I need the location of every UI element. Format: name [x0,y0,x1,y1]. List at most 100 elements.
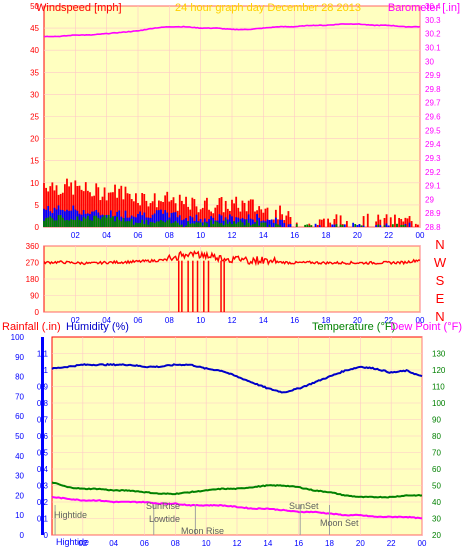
baro-tick-label-13: 30.1 [425,43,441,52]
direction-xtick-label-9: 20 [353,316,362,325]
bot-xtick-label-2: 06 [140,539,149,548]
wind-xtick-label-6: 14 [259,231,268,240]
wind-xtick-label-5: 12 [228,231,237,240]
humidity-tick-label-0: 0 [20,531,25,540]
wind-xtick-label-11: 00 [416,231,425,240]
wind-baro-axes: 0 5 10 15 20 25 30 35 40 45 50 02 04 06 08 10 12 14 16 18 20… [30,2,441,240]
direction-xtick-label-3: 08 [165,316,174,325]
compass-label-e: E [436,291,445,306]
direction-xtick-label-7: 16 [290,316,299,325]
humidity-tick-label-8: 80 [15,373,24,382]
rainfall-tick-label-1: 0.1 [37,515,49,524]
direction-xtick-label-11: 00 [416,316,425,325]
baro-tick-label-10: 29.8 [425,85,441,94]
rainfall-tick-label-5: 0.5 [37,449,49,458]
temperature-axis-title: Temperature (°F) [312,321,395,333]
bot-xtick-label-5: 12 [233,539,242,548]
direction-axes: 0 90 180 270 360 02 04 06 08 10 12 14 16 18 20 22 00 [26,242,425,325]
wind-xtick-label-3: 08 [165,231,174,240]
temperature-tick-label-3: 50 [432,482,441,491]
temperature-tick-label-2: 40 [432,498,441,507]
rainfall-tick-label-4: 0.4 [37,465,49,474]
baro-tick-label-14: 30.2 [425,30,441,39]
direction-tick-label-0: 0 [35,308,40,317]
rainfall-tick-label-6: 0.6 [37,432,49,441]
wind-baro-series [43,22,421,227]
baro-tick-label-4: 29.2 [425,168,441,177]
barometer-line [43,22,421,38]
compass-label-w: W [434,255,447,270]
baro-tick-label-7: 29.5 [425,126,441,135]
wind-xtick-label-1: 04 [102,231,111,240]
direction-xtick-label-8: 18 [322,316,331,325]
temperature-tick-label-6: 80 [432,432,441,441]
humidity-line [51,362,423,394]
annotation-hightide-axis: Hightide [56,537,89,547]
humidity-tick-label-1: 10 [15,511,24,520]
wind-tick-label-10: 50 [30,2,39,11]
rainfall-tick-label-11: 1.1 [37,350,49,359]
temperature-tick-label-5: 70 [432,449,441,458]
temperature-tick-label-11: 130 [432,350,446,359]
barometer-axis-title: Barometer [.in] [388,2,460,14]
annotation-moonset: Moon Set [320,518,359,528]
wind-tick-label-5: 25 [30,113,39,122]
baro-tick-label-5: 29.3 [425,154,441,163]
direction-xtick-label-0: 02 [71,316,80,325]
wind-xtick-label-2: 06 [134,231,143,240]
annotation-moonrise: Moon Rise [181,526,224,536]
wind-xtick-label-10: 22 [384,231,393,240]
rainfall-tick-label-8: 0.8 [37,399,49,408]
humidity-tick-label-7: 70 [15,392,24,401]
baro-tick-label-16: 30.4 [425,2,441,11]
humidity-tick-label-4: 40 [15,452,24,461]
baro-tick-label-9: 29.7 [425,99,441,108]
bot-xtick-label-1: 04 [109,539,118,548]
annotation-lowtide: Lowtide [149,514,180,524]
wind-tick-label-8: 40 [30,46,39,55]
temperature-tick-label-10: 120 [432,366,446,375]
rainfall-tick-label-10: 1 [44,366,49,375]
rainfall-axis-title: Rainfall (.in) [2,321,61,333]
annotation-sunrise: SunRise [146,501,180,511]
temperature-tick-label-1: 30 [432,515,441,524]
wind-baro-grid [44,5,421,228]
annotation-hightide: Hightide [54,510,87,520]
baro-tick-label-6: 29.4 [425,140,441,149]
direction-tick-label-3: 270 [26,259,40,268]
wind-tick-label-2: 10 [30,179,39,188]
bot-xtick-label-8: 18 [325,539,334,548]
temperature-line [51,481,423,499]
bot-xtick-label-11: 00 [418,539,427,548]
temperature-tick-label-4: 60 [432,465,441,474]
temp-humidity-axes: 0 0.1 0.2 0.3 0.4 0.5 0.6 0.7 0.8 0.9 1 1.1 0 10 20 30 4… [11,333,446,548]
baro-tick-label-0: 28.8 [425,223,441,232]
wind-tick-label-6: 30 [30,90,39,99]
rainfall-axis-bar [41,337,44,535]
bot-xtick-label-7: 16 [294,539,303,548]
direction-xtick-label-2: 06 [134,316,143,325]
rainfall-tick-label-0: 0 [44,531,49,540]
rainfall-tick-label-2: 0.2 [37,498,49,507]
compass-label-n-bottom: N [435,309,444,324]
bot-xtick-label-9: 20 [356,539,365,548]
humidity-tick-label-5: 50 [15,432,24,441]
direction-xtick-label-10: 22 [384,316,393,325]
rainfall-tick-label-7: 0.7 [37,416,49,425]
wind-tick-label-4: 20 [30,135,39,144]
baro-tick-label-2: 29 [425,195,434,204]
wind-tick-label-3: 15 [30,157,39,166]
direction-tick-label-2: 180 [26,275,40,284]
baro-tick-label-12: 30 [425,57,434,66]
dewpoint-axis-title: Dew Point (°F) [390,321,462,333]
rainfall-tick-label-3: 0.3 [37,482,49,491]
humidity-axis-title: Humidity (%) [66,321,129,333]
compass-label-n-top: N [435,237,444,252]
wind-tick-label-7: 35 [30,68,39,77]
humidity-tick-label-6: 60 [15,412,24,421]
direction-series [43,249,421,312]
wind-xtick-label-7: 16 [290,231,299,240]
wind-tick-label-0: 0 [35,223,40,232]
